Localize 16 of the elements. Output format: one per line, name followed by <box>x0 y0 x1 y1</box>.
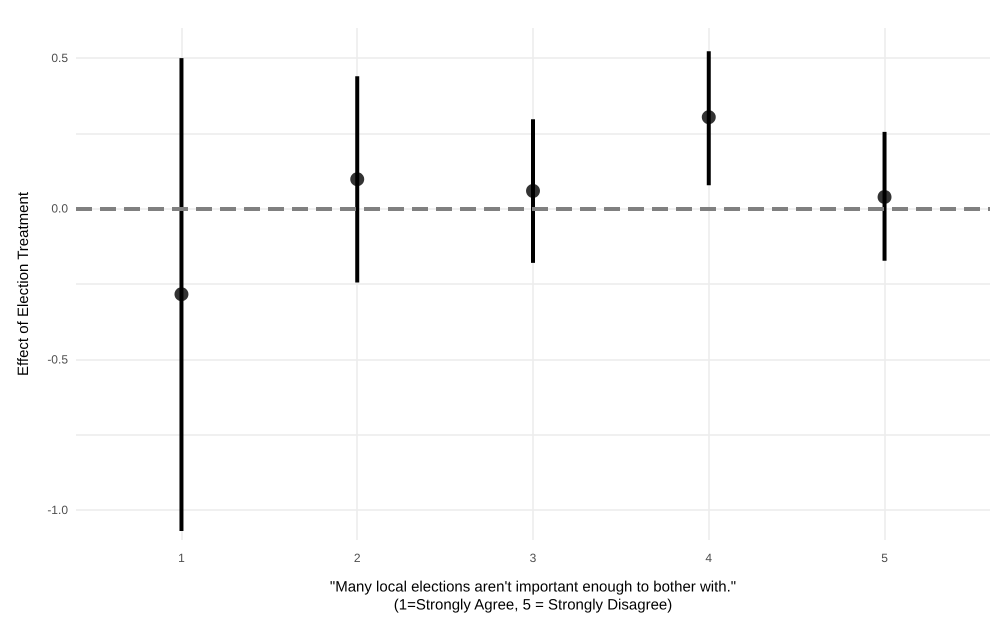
x-tick-label: 4 <box>705 551 712 565</box>
point <box>174 287 188 302</box>
point <box>350 172 364 186</box>
x-tick-label: 5 <box>881 551 888 565</box>
x-tick-label: 2 <box>354 551 361 565</box>
y-tick-label: 0.5 <box>51 51 68 66</box>
x-tick-label: 1 <box>178 551 186 565</box>
y-tick-label: 0.0 <box>51 202 68 216</box>
point <box>878 190 892 204</box>
y-axis-title: Effect of Election Treatment <box>15 191 32 376</box>
y-tick-label: -1.0 <box>47 502 68 517</box>
x-axis-title: "Many local elections aren't important enough to bother with." (1=Strongly Agree, 5 = Strongly Disagree) <box>330 578 736 614</box>
point <box>526 184 540 198</box>
point <box>702 110 716 124</box>
y-tick-label: -0.5 <box>47 352 68 366</box>
x-tick-label: 3 <box>530 551 537 565</box>
